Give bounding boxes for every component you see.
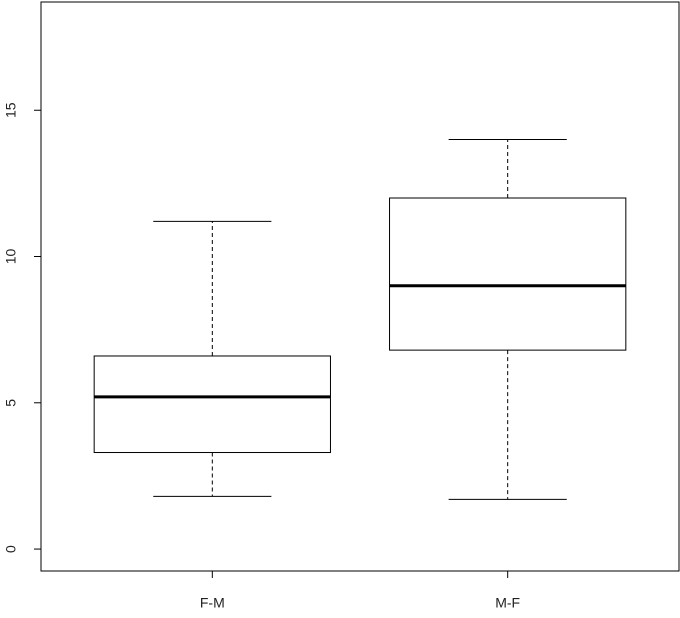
y-tick-label: 0 <box>3 545 19 553</box>
x-tick-label: M-F <box>495 595 520 611</box>
box <box>93 355 331 454</box>
y-tick-label: 5 <box>3 399 19 407</box>
x-tick-label: F-M <box>200 595 225 611</box>
y-tick-label: 15 <box>3 102 19 118</box>
box <box>389 197 627 351</box>
y-tick-label: 10 <box>3 249 19 265</box>
